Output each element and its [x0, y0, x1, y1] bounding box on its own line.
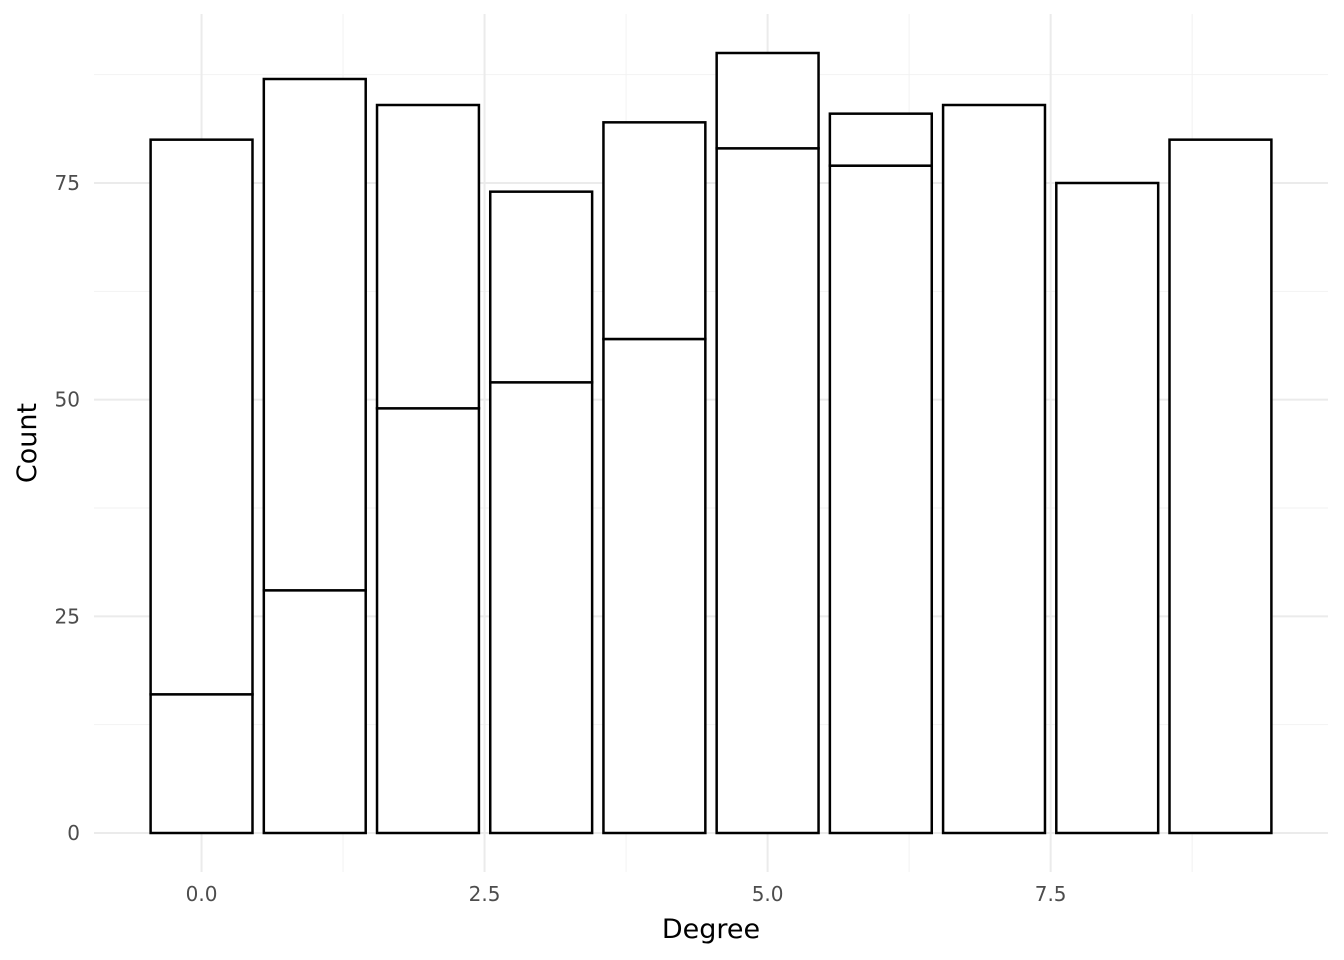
x-tick-label: 2.5: [469, 882, 501, 906]
y-tick-label: 25: [55, 604, 80, 628]
bar-segment-6-0: [828, 164, 934, 835]
bar-segment-1-0: [262, 589, 367, 835]
bar-segment-3-1: [488, 190, 594, 384]
bar-segment-6-1: [828, 112, 934, 167]
bar-segment-8-0: [1055, 181, 1160, 835]
bar-segment-5-1: [715, 51, 820, 150]
x-axis-ticks: 0.0 2.5 5.0 7.5: [186, 882, 1067, 906]
x-tick-label: 0.0: [186, 882, 218, 906]
x-axis-title: Degree: [662, 914, 760, 945]
bar-segment-0-0: [149, 693, 254, 835]
x-tick-label: 7.5: [1035, 882, 1067, 906]
bar-segment-3-0: [488, 381, 594, 835]
bar-segment-4-1: [602, 121, 707, 341]
bar-segment-1-1: [262, 77, 367, 592]
bar-segment-2-1: [375, 103, 481, 410]
y-tick-label: 75: [55, 171, 80, 195]
bar-segment-7-0: [941, 103, 1047, 835]
bar-segment-2-0: [375, 407, 481, 835]
y-tick-label: 50: [55, 388, 80, 412]
bar-segment-0-1: [149, 138, 254, 696]
bar-segment-5-0: [715, 147, 820, 835]
x-tick-label: 5.0: [752, 882, 784, 906]
y-axis-title: Count: [12, 403, 43, 483]
bar-segment-4-0: [602, 337, 707, 835]
bar-segment-9-0: [1168, 138, 1273, 835]
y-tick-label: 0: [67, 821, 80, 845]
y-axis-ticks: 0 25 50 75: [55, 171, 80, 845]
bars: [149, 51, 1273, 835]
